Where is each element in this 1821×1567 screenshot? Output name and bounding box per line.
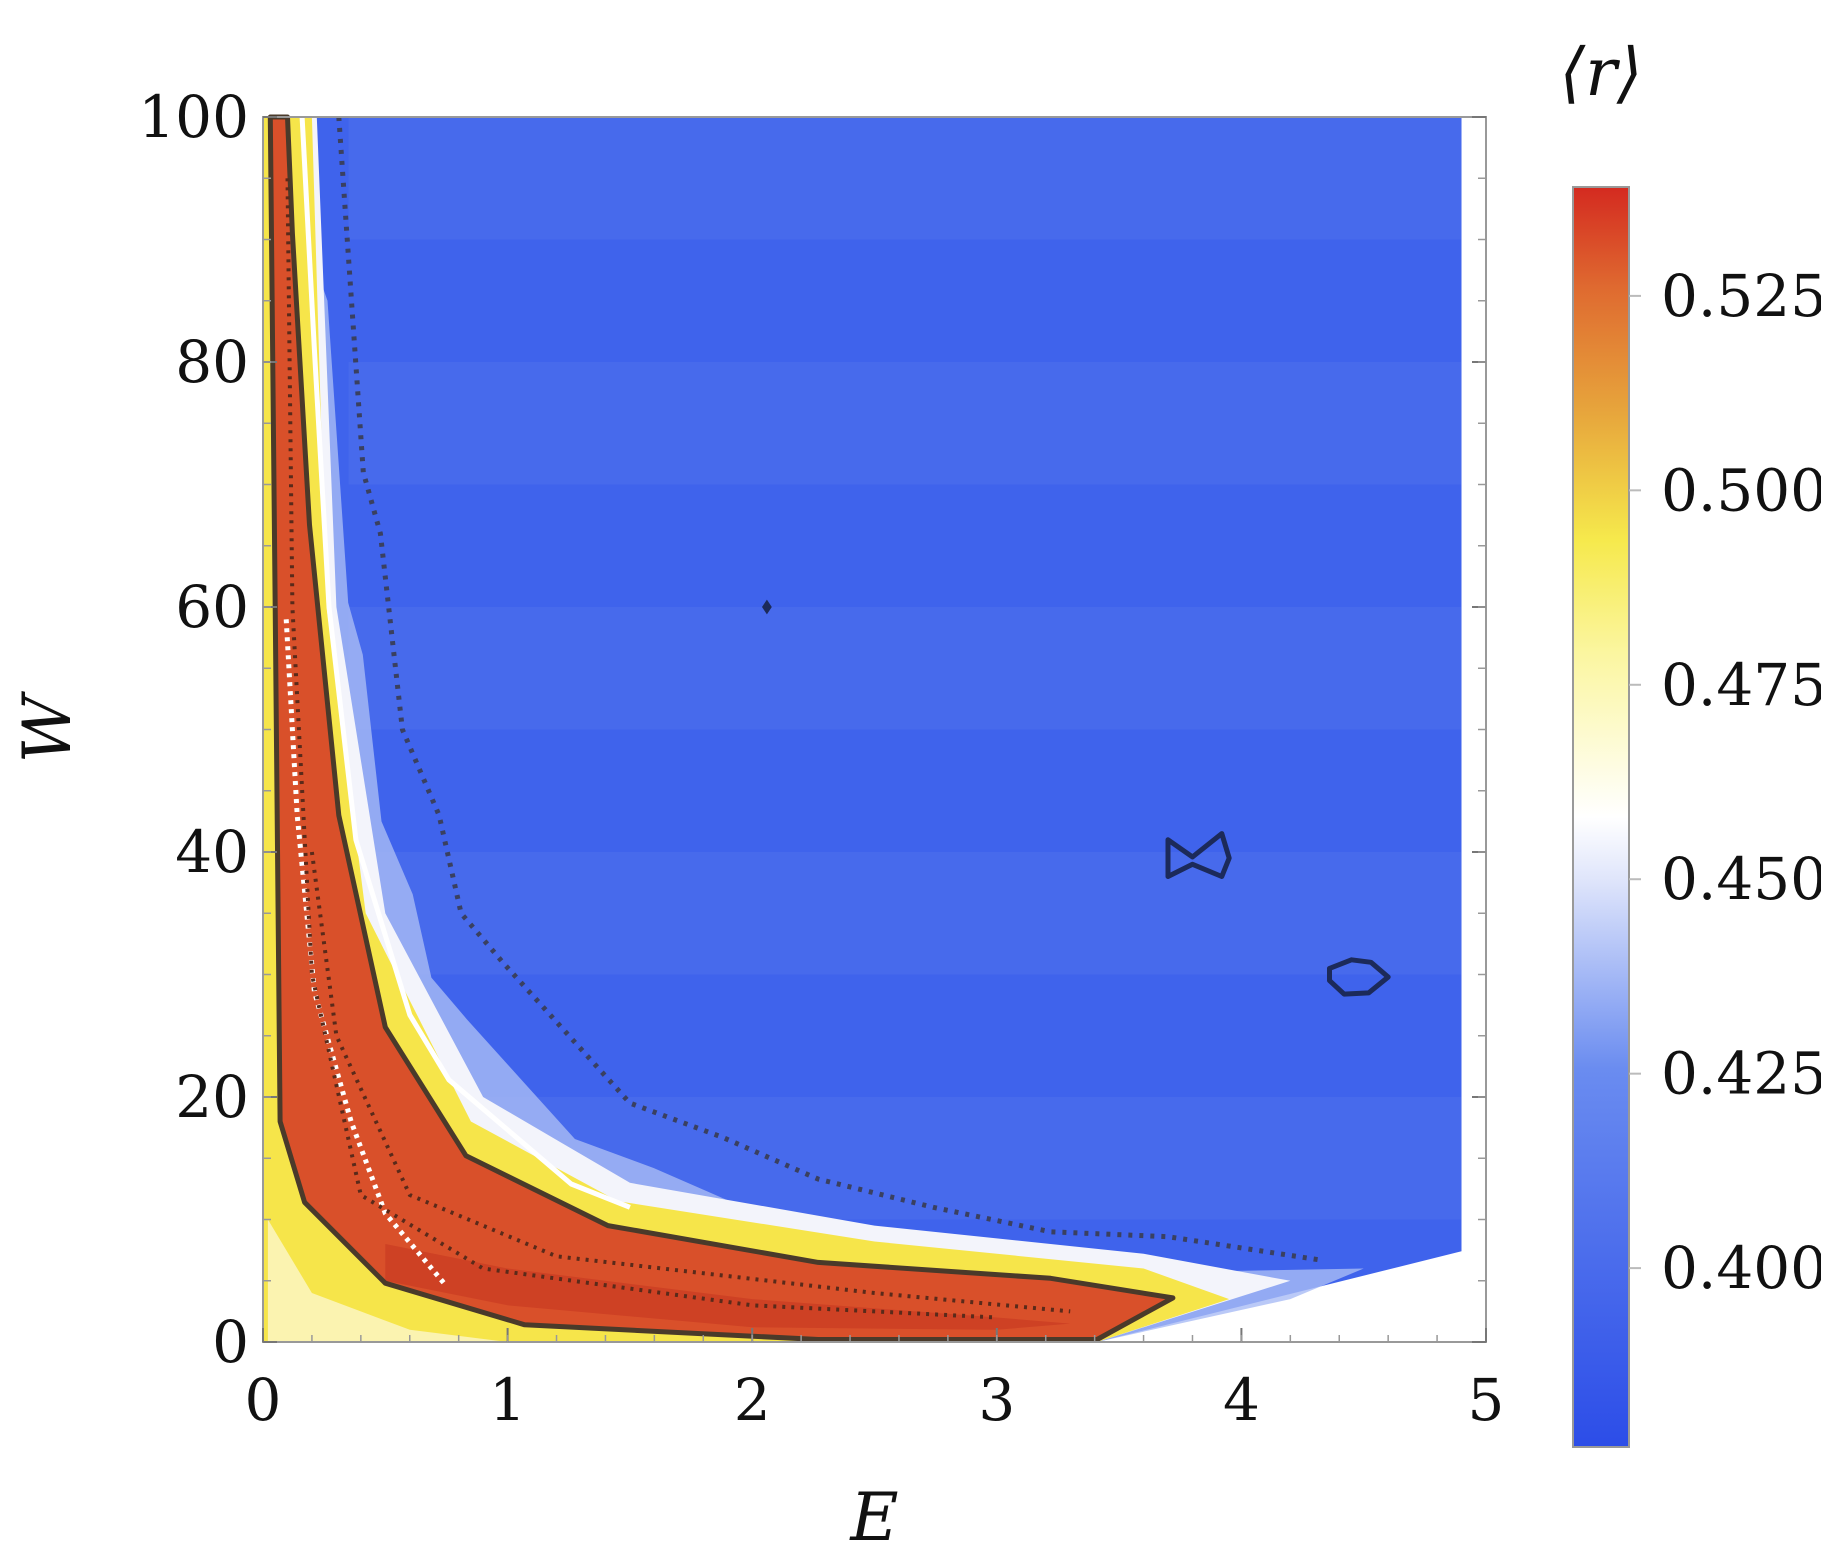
y-axis-label: W xyxy=(9,690,86,763)
colorbar-label: ⟨r⟩ xyxy=(1559,34,1642,111)
x-tick-label: 0 xyxy=(245,1366,282,1434)
x-tick-label: 4 xyxy=(1223,1366,1260,1434)
plot-area xyxy=(263,114,1462,1342)
contour-white-dotted-curve xyxy=(283,619,446,1285)
contour-white-solid-curve xyxy=(299,116,631,1210)
band-stripe xyxy=(348,362,1462,485)
colorbar-tick-label: 0.400 xyxy=(1661,1234,1821,1302)
contour-outer-dotted-contour xyxy=(336,116,1321,1263)
colorbar-tick-label: 0.450 xyxy=(1661,845,1821,913)
contour-blue-island-1 xyxy=(1165,831,1232,879)
band-stripe xyxy=(348,117,1462,240)
contour-blue-island-2 xyxy=(1327,957,1391,997)
colorbar-tick-label: 0.425 xyxy=(1661,1040,1821,1108)
x-tick-label: 5 xyxy=(1468,1366,1505,1434)
inner-dotted-contour xyxy=(309,851,1071,1314)
pale-yellow-corner xyxy=(267,1219,508,1342)
colorbar: 0.400 0.425 0.450 0.475 0.500 0.525 ⟨r⟩ xyxy=(1559,34,1821,1448)
y-tick-label: 0 xyxy=(212,1308,249,1376)
band-stripe xyxy=(348,607,1462,730)
y-tick-label: 20 xyxy=(175,1063,249,1131)
y-tick-label: 80 xyxy=(175,328,249,396)
red-region xyxy=(270,117,1173,1340)
y-tick-label: 60 xyxy=(175,573,249,641)
x-tick-label: 3 xyxy=(978,1366,1015,1434)
x-tick-label: 1 xyxy=(489,1366,526,1434)
band-stripe xyxy=(348,852,1462,975)
colorbar-tick-label: 0.500 xyxy=(1661,456,1821,524)
colorbar-tick-label: 0.525 xyxy=(1661,262,1821,330)
x-tick-label: 2 xyxy=(734,1366,771,1434)
x-axis-label: E xyxy=(849,1479,898,1556)
y-tick-label: 100 xyxy=(138,83,249,151)
axes: 0 1 2 3 4 5 0 20 40 60 80 100 E W xyxy=(9,83,1504,1556)
contour-red-region-boundary xyxy=(267,114,1176,1342)
colorbar-gradient xyxy=(1572,186,1630,1448)
y-tick-label: 40 xyxy=(175,818,249,886)
dark-red-core xyxy=(385,1244,1071,1330)
contour-small-island xyxy=(762,599,772,615)
blue-region xyxy=(263,117,1462,1342)
colorbar-tick-label: 0.475 xyxy=(1661,651,1821,719)
